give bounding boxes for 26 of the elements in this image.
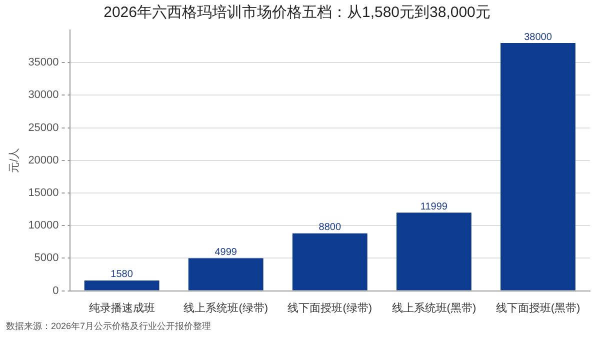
data-label: 4999 bbox=[214, 246, 238, 258]
y-axis-title: 元/人 bbox=[8, 148, 21, 173]
y-tick-label: 5000 bbox=[34, 252, 59, 264]
bar bbox=[500, 43, 576, 290]
data-label: 8800 bbox=[318, 222, 342, 234]
x-tick-label: 线上系统班(绿带) bbox=[184, 301, 268, 314]
x-tick-label: 线上系统班(黑带) bbox=[392, 301, 476, 314]
bar bbox=[188, 258, 264, 290]
data-label: 38000 bbox=[524, 32, 552, 43]
bar bbox=[84, 280, 160, 290]
source-note: 数据来源：2026年7月公示价格及行业公开报价整理 bbox=[5, 320, 212, 333]
data-label: 11999 bbox=[420, 201, 448, 212]
y-tick-label: 35000 bbox=[28, 56, 59, 69]
chart-title: 2026年六西格玛培训市场价格五档：从1,580元到38,000元 bbox=[104, 4, 490, 22]
data-label: 1580 bbox=[110, 269, 134, 280]
y-tick-label: 25000 bbox=[28, 122, 59, 134]
y-tick-label: 10000 bbox=[28, 220, 59, 232]
y-tick-label: 15000 bbox=[28, 187, 59, 200]
x-tick-label: 线下面授班(黑带) bbox=[496, 301, 580, 314]
y-tick-label: 30000 bbox=[28, 89, 59, 102]
bar bbox=[396, 212, 472, 290]
bar bbox=[292, 233, 368, 290]
x-tick-label: 线下面授班(绿带) bbox=[288, 301, 372, 314]
y-tick-label: 0 bbox=[52, 284, 59, 297]
y-tick-label: 20000 bbox=[28, 154, 59, 166]
x-tick-label: 纯录播速成班 bbox=[88, 301, 155, 314]
